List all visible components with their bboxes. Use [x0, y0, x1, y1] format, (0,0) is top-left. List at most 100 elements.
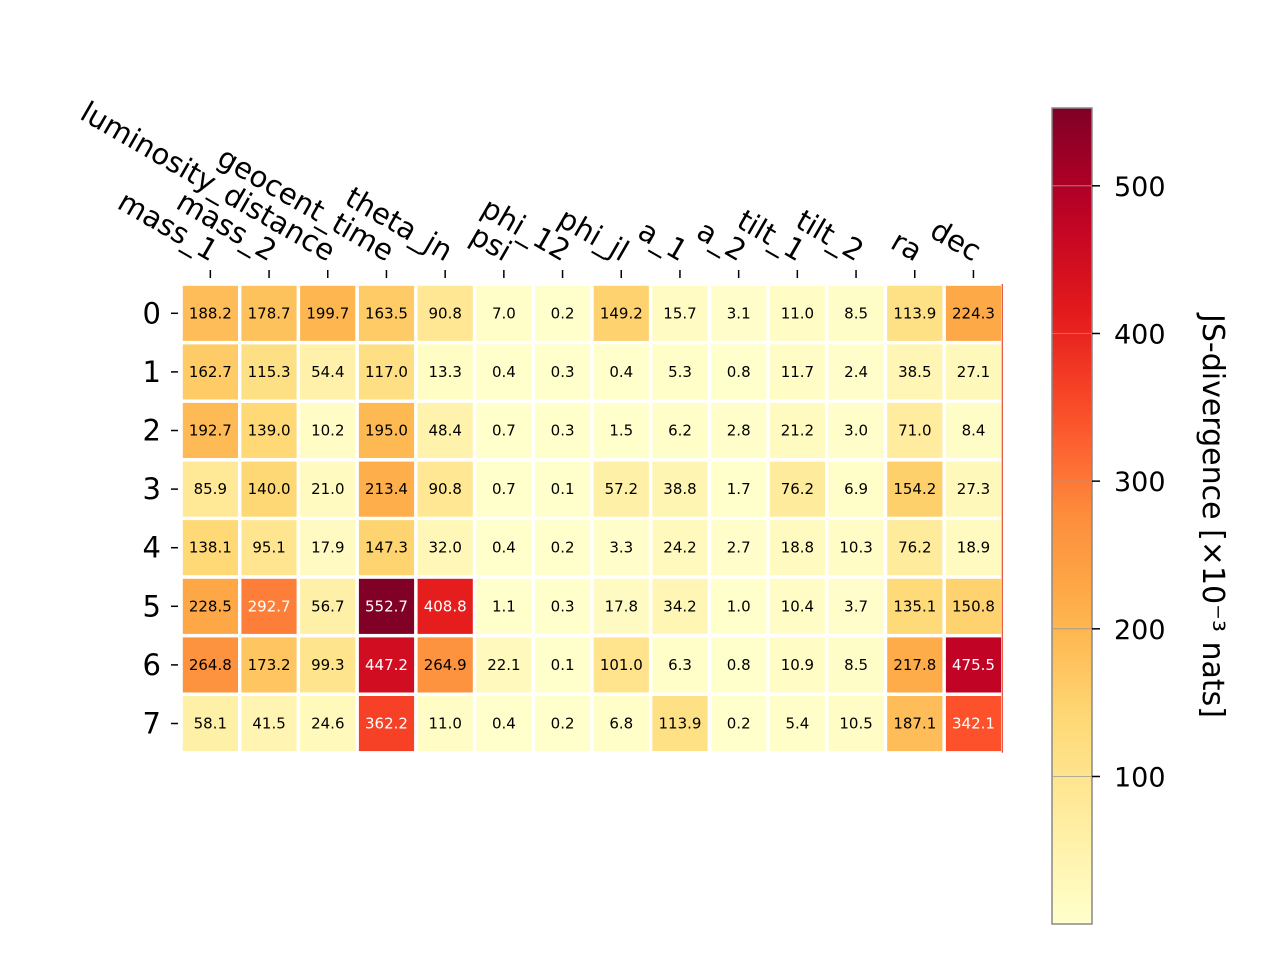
x-tick-label: tilt_2 [790, 203, 869, 268]
heatmap-cell [300, 344, 356, 400]
cell-value-label: 24.2 [663, 539, 696, 557]
cell-value-label: 154.2 [893, 480, 936, 498]
heatmap-cell [417, 344, 473, 400]
heatmap-cell [887, 461, 943, 517]
colorbar-tick-label: 400 [1114, 319, 1166, 350]
heatmap-cell [652, 285, 708, 341]
cell-value-label: 113.9 [659, 715, 702, 733]
cell-value-label: 34.2 [663, 597, 696, 615]
heatmap-cell [828, 402, 884, 458]
heatmap-cell [887, 578, 943, 634]
cell-value-label: 101.0 [600, 656, 643, 674]
heatmap-cell [593, 520, 649, 576]
y-tick-label: 4 [143, 531, 161, 565]
heatmap-cell [358, 285, 415, 341]
cell-value-label: 3.0 [844, 422, 868, 440]
heatmap-cell [535, 520, 591, 576]
heatmap-cell [535, 402, 591, 458]
cell-value-label: 0.4 [609, 363, 633, 381]
cell-value-label: 13.3 [428, 363, 461, 381]
cell-value-label: 0.2 [551, 715, 575, 733]
cell-value-label: 11.0 [428, 715, 461, 733]
y-tick-label: 2 [143, 414, 161, 448]
heatmap-cell [945, 402, 1002, 458]
x-axis-ticks: mass_1mass_2luminosity_distancegeocent_t… [75, 95, 987, 278]
cell-value-label: 2.7 [727, 539, 751, 557]
heatmap-cell [945, 344, 1002, 400]
cell-value-label: 95.1 [252, 539, 285, 557]
cell-value-label: 1.0 [727, 597, 751, 615]
cell-value-label: 5.4 [785, 715, 809, 733]
heatmap-cell [828, 578, 884, 634]
heatmap-cell [711, 578, 767, 634]
heatmap-cell [828, 344, 884, 400]
heatmap-cell [887, 520, 943, 576]
cell-value-label: 138.1 [189, 539, 232, 557]
heatmap-cell [535, 461, 591, 517]
heatmap-cell [945, 696, 1002, 752]
heatmap-cell [300, 637, 356, 693]
heatmap-cell [300, 520, 356, 576]
cell-value-label: 90.8 [428, 480, 461, 498]
heatmap-cell [182, 520, 238, 576]
cell-value-label: 0.7 [492, 422, 516, 440]
cell-value-label: 113.9 [893, 304, 936, 322]
cell-value-label: 213.4 [365, 480, 408, 498]
heatmap-cell [241, 520, 297, 576]
heatmap-cell [769, 285, 825, 341]
colorbar-tick-label: 300 [1114, 467, 1166, 498]
cell-value-label: 2.8 [727, 422, 751, 440]
cell-value-label: 11.0 [781, 304, 814, 322]
cell-value-label: 38.8 [663, 480, 696, 498]
cell-value-label: 147.3 [365, 539, 408, 557]
cell-value-label: 27.1 [957, 363, 990, 381]
heatmap-cell [476, 637, 532, 693]
heatmap-cell [711, 402, 767, 458]
y-tick-label: 1 [143, 355, 161, 389]
cell-value-label: 3.7 [844, 597, 868, 615]
heatmap-cell [476, 344, 532, 400]
cell-value-label: 58.1 [194, 715, 227, 733]
heatmap-cell [711, 285, 767, 341]
heatmap-cell [535, 637, 591, 693]
cell-value-label: 38.5 [898, 363, 931, 381]
cell-value-label: 22.1 [487, 656, 520, 674]
heatmap-cell [652, 402, 708, 458]
colorbar: 100 200 300 400 500 JS-divergence [×10⁻³ nat… [1051, 107, 1230, 925]
heatmap-cell [887, 344, 943, 400]
cell-value-label: 76.2 [898, 539, 931, 557]
cell-value-label: 10.5 [839, 715, 872, 733]
heatmap-cell [476, 402, 532, 458]
heatmap-cell [711, 637, 767, 693]
cell-value-label: 192.7 [189, 422, 232, 440]
heatmap-cell [535, 696, 591, 752]
cell-value-label: 117.0 [365, 363, 408, 381]
cell-value-label: 10.2 [311, 422, 344, 440]
cell-value-label: 115.3 [248, 363, 291, 381]
cell-value-label: 1.1 [492, 597, 516, 615]
cell-value-label: 71.0 [898, 422, 931, 440]
cell-value-label: 224.3 [952, 304, 995, 322]
cell-value-label: 0.8 [727, 363, 751, 381]
y-tick-label: 0 [143, 296, 161, 330]
cell-value-label: 163.5 [365, 304, 408, 322]
cell-value-label: 54.4 [311, 363, 344, 381]
colorbar-ticks: 100 200 300 400 500 [1052, 172, 1166, 793]
heatmap-cell [711, 696, 767, 752]
cell-value-label: 32.0 [428, 539, 461, 557]
heatmap-cell [300, 578, 356, 634]
cell-value-label: 292.7 [248, 597, 291, 615]
cell-value-label: 2.4 [844, 363, 868, 381]
heatmap-cell [358, 461, 415, 517]
cell-value-label: 11.7 [781, 363, 814, 381]
heatmap-cell [652, 461, 708, 517]
cell-value-label: 135.1 [893, 597, 936, 615]
cell-value-label: 408.8 [424, 597, 467, 615]
cell-value-label: 17.8 [605, 597, 638, 615]
heatmap-cell [945, 520, 1002, 576]
heatmap-cell [828, 696, 884, 752]
cell-value-label: 552.7 [365, 597, 408, 615]
heatmap-cell [769, 461, 825, 517]
cell-value-label: 6.3 [668, 656, 692, 674]
x-tick-label: dec [925, 213, 987, 269]
